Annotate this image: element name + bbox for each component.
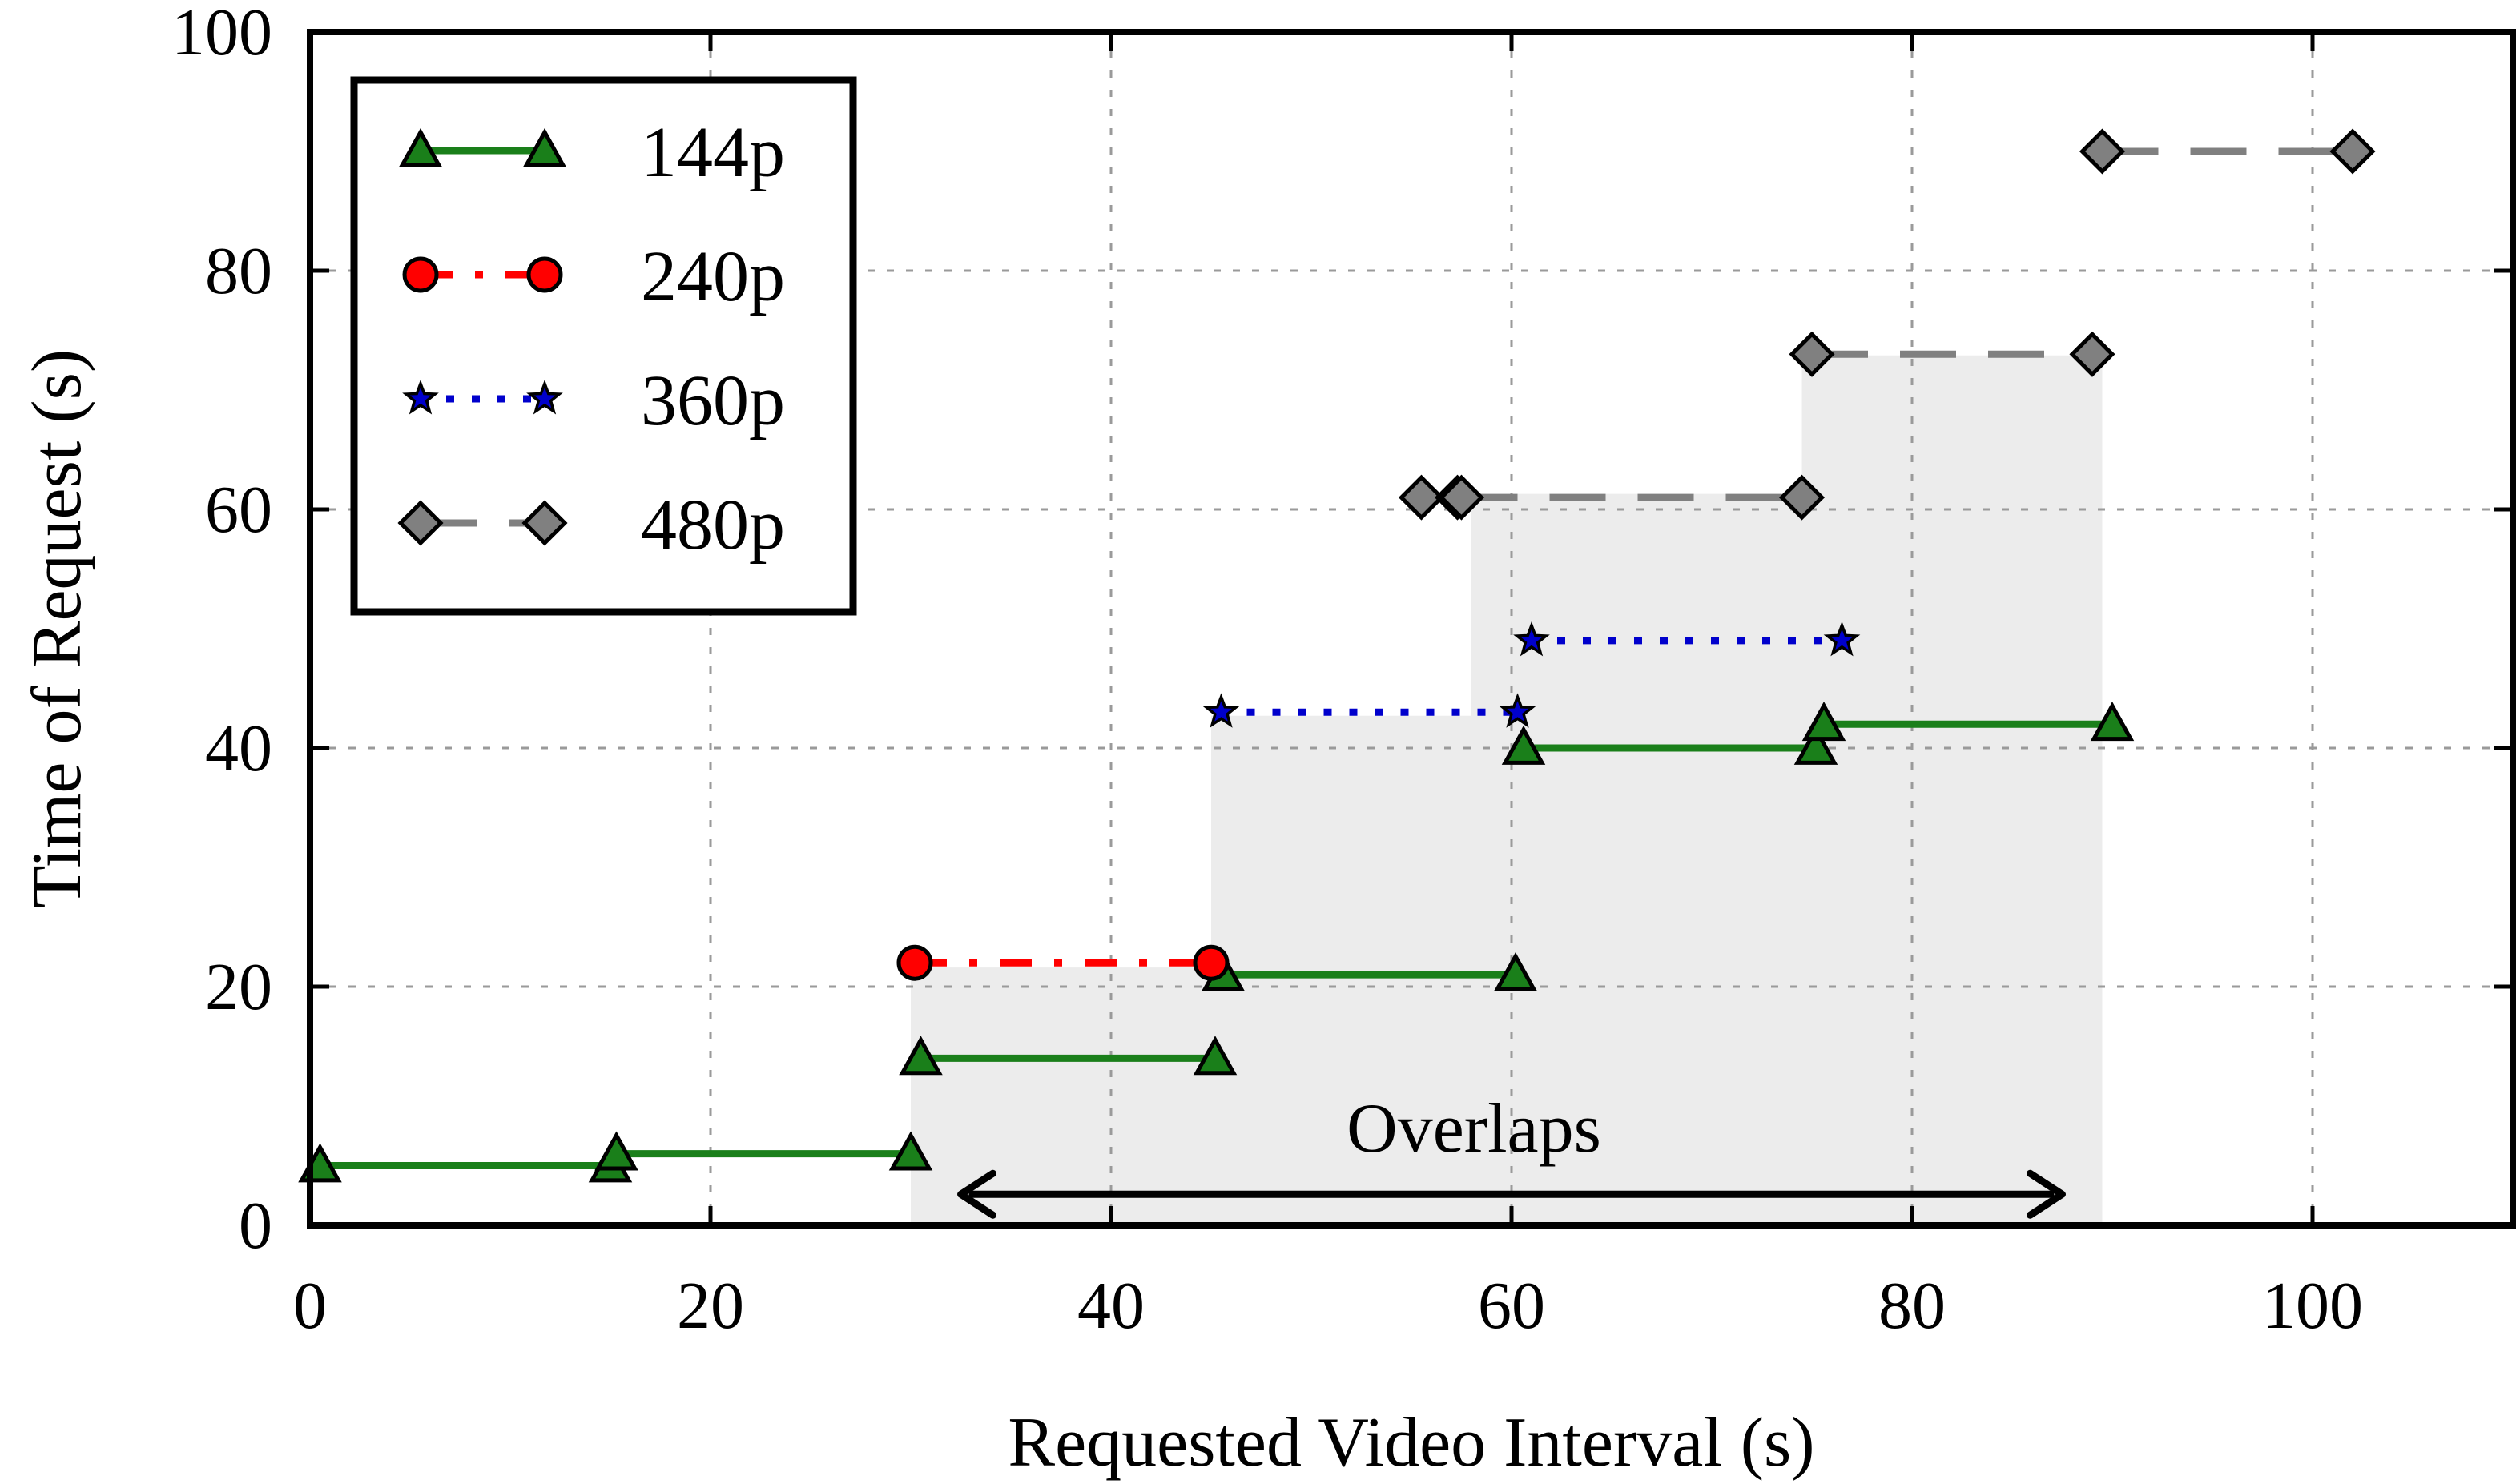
overlap-arrow-head-left: [957, 1169, 996, 1219]
x-tick-label: 20: [677, 1269, 744, 1343]
legend-label: 144p: [641, 113, 785, 192]
x-tick-label: 0: [293, 1269, 327, 1343]
data-point: [1398, 474, 1445, 521]
data-point: [1493, 951, 1538, 991]
legend-marker: [402, 380, 439, 415]
data-point: [1202, 693, 1240, 728]
legend-marker: [526, 380, 563, 415]
data-point: [1193, 944, 1230, 981]
legend-marker: [526, 256, 563, 293]
series-240p: [896, 944, 1230, 981]
data-point: [2079, 128, 2126, 175]
overlap-region: [911, 355, 2103, 1225]
legend: 144p 240p 360p 480p: [350, 76, 857, 616]
y-tick-label: 60: [205, 473, 272, 547]
x-tick-label: 100: [2262, 1269, 2363, 1343]
legend-marker: [522, 127, 567, 167]
plot-frame: [307, 29, 2516, 1229]
overlap-arrow-head-right: [2027, 1169, 2066, 1219]
data-point: [1801, 702, 1846, 742]
x-tick-label: 60: [1478, 1269, 1545, 1343]
legend-label: 480p: [641, 485, 785, 565]
legend-label: 240p: [641, 237, 785, 316]
legend-entry-480p: 480p: [397, 485, 785, 565]
x-tick-label: 40: [1077, 1269, 1145, 1343]
x-tick-label: 80: [1878, 1269, 1946, 1343]
data-point: [1499, 693, 1536, 728]
overlap-annotation: Overlaps: [957, 1090, 2066, 1219]
legend-entry-240p: 240p: [402, 237, 785, 316]
y-tick-label: 80: [205, 234, 272, 308]
overlap-label: Overlaps: [1347, 1090, 1601, 1168]
data-point: [2090, 702, 2135, 742]
legend-label: 360p: [641, 361, 785, 440]
y-tick-label: 0: [239, 1188, 272, 1263]
data-point: [2069, 331, 2115, 377]
legend-marker: [397, 500, 444, 546]
data-point: [1501, 725, 1546, 765]
legend-marker: [521, 500, 568, 546]
data-point: [888, 1131, 933, 1171]
legend-entry-360p: 360p: [402, 361, 785, 440]
x-axis-title: Requested Video Interval (s): [1008, 1404, 1814, 1482]
y-tick-label: 100: [171, 0, 272, 70]
data-point: [896, 944, 933, 981]
data-point: [1513, 621, 1550, 657]
legend-marker: [402, 256, 439, 293]
data-point: [1793, 725, 1838, 765]
data-point: [1193, 1036, 1238, 1076]
legend-marker: [398, 127, 443, 167]
data-point: [1823, 621, 1861, 657]
data-point: [594, 1131, 638, 1171]
axis-ticks: 0 20 40 60 80 100 0 20 40 60 80 100: [171, 0, 2513, 1343]
legend-entry-144p: 144p: [398, 113, 785, 192]
y-tick-label: 40: [205, 711, 272, 786]
data-point: [2329, 128, 2376, 175]
y-axis-title: Time of Request (s): [18, 349, 96, 908]
overlap-shaded-area: [911, 355, 2103, 1225]
data-point: [1438, 474, 1485, 521]
series-360p: [1202, 621, 1861, 728]
data-point: [1778, 474, 1826, 521]
series-480p: [1398, 128, 2376, 521]
data-point: [899, 1036, 943, 1076]
data-point: [1789, 331, 1835, 377]
y-tick-label: 20: [205, 950, 272, 1024]
